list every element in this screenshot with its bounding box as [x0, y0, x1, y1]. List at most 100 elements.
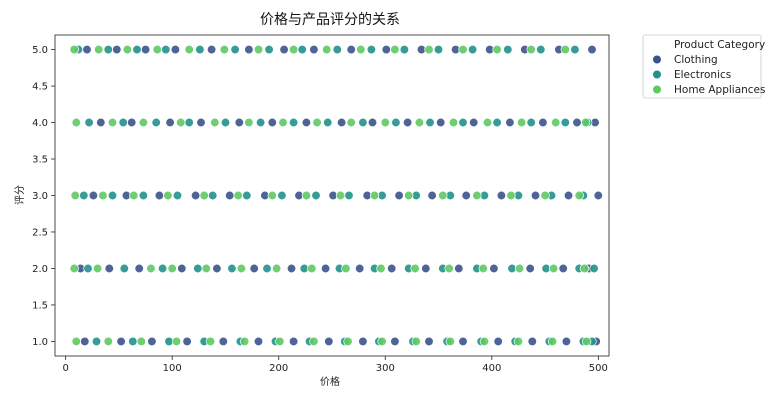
y-tick-label: 4.5: [32, 82, 48, 93]
legend-marker-electronics: [653, 70, 661, 79]
point-electronics-36: [208, 190, 218, 201]
point-home-appliances-68: [205, 336, 216, 347]
point-clothing-65: [116, 336, 126, 347]
point-home-appliances-31: [580, 117, 591, 128]
point-home-appliances-46: [540, 190, 550, 201]
point-electronics-8: [332, 44, 342, 55]
point-electronics-11: [433, 44, 444, 55]
y-axis: 1.0 1.5 2.0 2.5 3.0 3.5 4.0 4.5 5.0: [32, 45, 55, 348]
point-home-appliances-35: [163, 190, 173, 201]
point-clothing-18: [165, 117, 175, 128]
point-clothing-2: [140, 44, 151, 55]
point-home-appliances-42: [404, 190, 414, 201]
point-home-appliances-15: [560, 44, 570, 55]
point-clothing-20: [234, 117, 244, 128]
point-electronics-22: [288, 117, 299, 128]
point-home-appliances-29: [516, 117, 527, 128]
point-clothing-46: [563, 190, 574, 201]
y-tick-label: 3.0: [32, 191, 48, 202]
point-home-appliances-57: [376, 263, 386, 274]
point-clothing-29: [538, 117, 548, 128]
point-clothing-25: [402, 117, 413, 128]
point-home-appliances-37: [233, 190, 243, 201]
point-electronics-18: [151, 117, 161, 128]
point-electronics-12: [467, 44, 478, 55]
point-home-appliances-70: [275, 336, 285, 347]
point-electronics-27: [458, 117, 468, 128]
point-electronics-51: [193, 263, 203, 274]
point-home-appliances-61: [514, 263, 525, 274]
point-clothing-6: [279, 44, 289, 55]
point-home-appliances-17: [107, 117, 118, 128]
point-home-appliances-32: [70, 190, 80, 201]
point-electronics-53: [262, 263, 272, 274]
x-tick-label: 300: [376, 363, 395, 374]
point-electronics-20: [220, 117, 231, 128]
point-home-appliances-66: [136, 336, 146, 347]
point-home-appliances-78: [547, 336, 558, 347]
point-clothing-71: [324, 336, 334, 347]
point-clothing-44: [496, 190, 507, 201]
x-tick-label: 100: [163, 363, 182, 374]
point-electronics-6: [264, 44, 274, 55]
point-clothing-4: [206, 44, 217, 55]
point-home-appliances-34: [129, 190, 139, 201]
y-axis-label: 评分: [14, 185, 26, 205]
point-electronics-63: [589, 263, 599, 274]
point-electronics-26: [425, 117, 435, 128]
point-clothing-60: [489, 263, 499, 274]
y-tick-label: 5.0: [32, 45, 48, 56]
point-clothing-58: [421, 263, 431, 274]
point-home-appliances-21: [244, 117, 254, 128]
point-clothing-17: [127, 117, 137, 128]
point-home-appliances-9: [356, 44, 366, 55]
legend-marker-home-appliances: [653, 85, 661, 94]
point-electronics-65: [128, 336, 138, 347]
point-electronics-16: [84, 117, 94, 128]
point-home-appliances-47: [574, 190, 584, 201]
point-home-appliances-22: [278, 117, 288, 128]
point-clothing-5: [244, 44, 254, 55]
point-electronics-14: [536, 44, 546, 55]
point-home-appliances-50: [146, 263, 156, 274]
legend-marker-clothing: [653, 55, 661, 64]
point-home-appliances-79: [581, 336, 592, 347]
point-electronics-30: [560, 117, 570, 128]
point-home-appliances-24: [346, 117, 356, 128]
point-electronics-1: [103, 44, 113, 55]
point-home-appliances-75: [445, 336, 455, 347]
point-home-appliances-63: [579, 263, 590, 274]
point-clothing-52: [212, 263, 222, 274]
point-clothing-28: [505, 117, 515, 128]
point-clothing-7: [309, 44, 319, 55]
point-home-appliances-39: [301, 190, 312, 201]
point-clothing-15: [587, 44, 597, 55]
point-electronics-33: [107, 190, 118, 201]
point-home-appliances-76: [479, 336, 490, 347]
point-home-appliances-51: [167, 263, 177, 274]
point-clothing-78: [561, 336, 572, 347]
point-home-appliances-19: [176, 117, 186, 128]
legend-label-clothing: Clothing: [674, 54, 718, 66]
point-home-appliances-16: [71, 117, 81, 128]
point-clothing-76: [493, 336, 503, 347]
point-home-appliances-72: [343, 336, 353, 347]
point-clothing-62: [558, 263, 568, 274]
point-home-appliances-43: [438, 190, 448, 201]
point-electronics-64: [91, 336, 102, 347]
point-electronics-37: [242, 190, 252, 201]
point-home-appliances-11: [424, 44, 434, 55]
point-electronics-19: [184, 117, 194, 128]
point-electronics-7: [297, 44, 307, 55]
point-home-appliances-56: [341, 263, 351, 274]
point-home-appliances-67: [171, 336, 182, 347]
point-clothing-41: [394, 190, 404, 201]
x-axis: 0 100 200 300 400 500: [62, 356, 608, 374]
point-home-appliances-62: [548, 263, 559, 274]
point-clothing-66: [147, 336, 157, 347]
point-electronics-15: [570, 44, 580, 55]
point-home-appliances-7: [288, 44, 299, 55]
point-electronics-13: [503, 44, 513, 55]
legend-label-electronics: Electronics: [674, 69, 731, 81]
